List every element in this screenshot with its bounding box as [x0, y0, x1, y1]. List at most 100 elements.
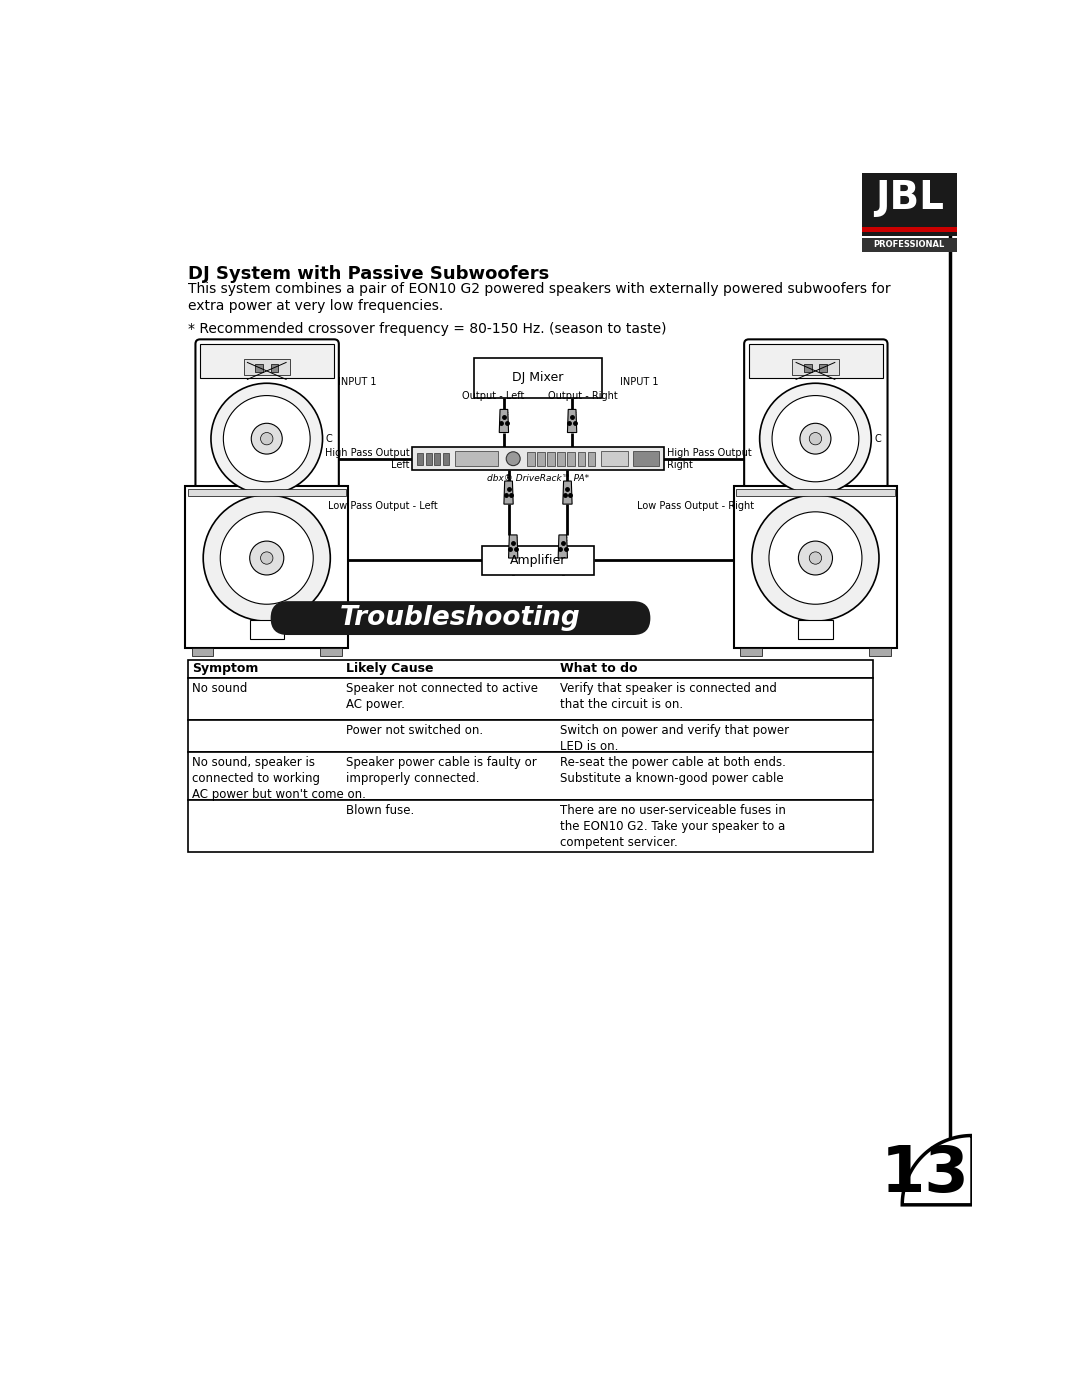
Text: Symptom: Symptom: [192, 662, 259, 675]
Bar: [188, 489, 346, 496]
Polygon shape: [567, 409, 577, 433]
Text: Low Pass Output - Right: Low Pass Output - Right: [637, 500, 754, 511]
Bar: [443, 453, 449, 465]
Bar: [482, 546, 594, 576]
Text: INPUT 1: INPUT 1: [338, 377, 377, 387]
Circle shape: [203, 495, 330, 622]
Bar: [740, 648, 762, 655]
Text: Likely Cause: Likely Cause: [346, 662, 433, 675]
Text: Switch on power and verify that power
LED is on.: Switch on power and verify that power LE…: [559, 724, 788, 753]
Bar: [748, 344, 882, 377]
Text: Speaker not connected to active
AC power.: Speaker not connected to active AC power…: [346, 682, 538, 711]
Bar: [255, 365, 262, 372]
Polygon shape: [509, 535, 517, 557]
Bar: [191, 648, 213, 655]
Bar: [527, 451, 535, 465]
Circle shape: [224, 395, 310, 482]
Circle shape: [252, 423, 282, 454]
Circle shape: [759, 383, 872, 495]
Text: DJ Mixer: DJ Mixer: [512, 372, 564, 384]
Bar: [737, 489, 894, 496]
Polygon shape: [563, 481, 572, 504]
Text: dbx® DriveRack™ PA*: dbx® DriveRack™ PA*: [487, 474, 589, 483]
Text: No sound, speaker is
connected to working
AC power but won't come on.: No sound, speaker is connected to workin…: [192, 756, 366, 800]
Bar: [633, 451, 659, 467]
Bar: [455, 451, 498, 467]
Text: Verify that speaker is connected and
that the circuit is on.: Verify that speaker is connected and tha…: [559, 682, 777, 711]
Bar: [434, 453, 441, 465]
Text: Power not switched on.: Power not switched on.: [346, 724, 483, 736]
Text: C: C: [874, 433, 881, 444]
Circle shape: [798, 541, 833, 576]
Bar: [798, 620, 833, 638]
FancyBboxPatch shape: [195, 339, 339, 515]
Text: Output - Right: Output - Right: [548, 391, 618, 401]
Text: JBL: JBL: [875, 179, 944, 218]
Text: High Pass Output
Right: High Pass Output Right: [666, 448, 752, 469]
Bar: [417, 453, 423, 465]
Bar: [567, 451, 576, 465]
Text: This system combines a pair of EON10 G2 powered speakers with externally powered: This system combines a pair of EON10 G2 …: [188, 282, 890, 313]
Circle shape: [249, 541, 284, 576]
Bar: [271, 365, 279, 372]
Bar: [243, 359, 291, 374]
Bar: [426, 453, 432, 465]
Circle shape: [260, 552, 273, 564]
Bar: [249, 620, 284, 638]
Text: Speaker power cable is faulty or
improperly connected.: Speaker power cable is faulty or imprope…: [346, 756, 537, 785]
Bar: [793, 359, 839, 374]
Polygon shape: [499, 409, 509, 433]
Bar: [578, 451, 585, 465]
Circle shape: [507, 451, 521, 465]
Bar: [557, 451, 565, 465]
Text: * Recommended crossover frequency = 80-150 Hz. (season to taste): * Recommended crossover frequency = 80-1…: [188, 323, 666, 337]
Bar: [188, 659, 873, 678]
FancyBboxPatch shape: [744, 339, 888, 515]
Circle shape: [772, 395, 859, 482]
Bar: [588, 451, 595, 465]
Bar: [537, 451, 545, 465]
FancyBboxPatch shape: [271, 601, 650, 636]
Bar: [252, 490, 282, 509]
Text: Blown fuse.: Blown fuse.: [346, 803, 414, 817]
Text: PROFESSIONAL: PROFESSIONAL: [874, 240, 945, 249]
Text: Troubleshooting: Troubleshooting: [340, 605, 581, 631]
Circle shape: [211, 383, 323, 495]
Polygon shape: [902, 1136, 972, 1204]
Bar: [869, 648, 891, 655]
Bar: [186, 486, 348, 648]
Bar: [200, 344, 334, 377]
Bar: [321, 648, 342, 655]
Bar: [820, 365, 827, 372]
Text: 13: 13: [881, 1143, 970, 1206]
Bar: [188, 752, 873, 800]
Circle shape: [809, 552, 822, 564]
Bar: [188, 800, 873, 852]
Bar: [734, 486, 896, 648]
Bar: [548, 451, 555, 465]
Text: INPUT 1: INPUT 1: [620, 377, 659, 387]
Polygon shape: [504, 481, 513, 504]
Circle shape: [769, 511, 862, 605]
Bar: [800, 490, 831, 509]
Text: C: C: [325, 433, 333, 444]
Text: High Pass Output
Left: High Pass Output Left: [325, 448, 409, 469]
Bar: [474, 358, 602, 398]
Bar: [600, 451, 627, 467]
Text: Low Pass Output - Left: Low Pass Output - Left: [327, 500, 437, 511]
Text: What to do: What to do: [559, 662, 637, 675]
Bar: [804, 365, 811, 372]
Bar: [862, 173, 957, 236]
Bar: [188, 719, 873, 752]
Text: Re-seat the power cable at both ends.
Substitute a known-good power cable: Re-seat the power cable at both ends. Su…: [559, 756, 785, 785]
Bar: [413, 447, 663, 471]
Circle shape: [260, 433, 273, 444]
Text: DJ System with Passive Subwoofers: DJ System with Passive Subwoofers: [188, 265, 549, 284]
Bar: [862, 226, 957, 232]
Circle shape: [809, 433, 822, 444]
Text: Output - Left: Output - Left: [462, 391, 524, 401]
Bar: [862, 237, 957, 251]
Text: No sound: No sound: [192, 682, 247, 694]
Circle shape: [220, 511, 313, 605]
Text: There are no user-serviceable fuses in
the EON10 G2. Take your speaker to a
comp: There are no user-serviceable fuses in t…: [559, 803, 785, 848]
